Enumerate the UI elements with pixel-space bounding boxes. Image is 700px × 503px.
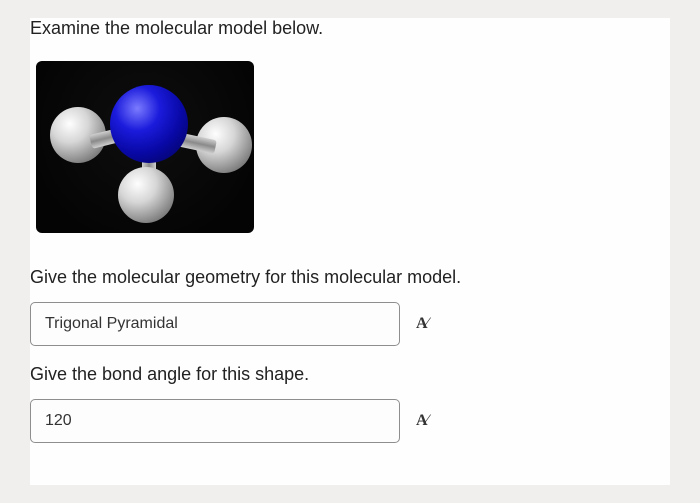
answer-row-2: 120 A∕ bbox=[30, 399, 670, 443]
geometry-answer-input[interactable]: Trigonal Pyramidal bbox=[30, 302, 400, 346]
bond-angle-answer-input[interactable]: 120 bbox=[30, 399, 400, 443]
question-panel: Examine the molecular model below. Give … bbox=[30, 18, 670, 485]
question-1-text: Give the molecular geometry for this mol… bbox=[30, 267, 670, 288]
outer-atom bbox=[118, 167, 174, 223]
question-2-text: Give the bond angle for this shape. bbox=[30, 364, 670, 385]
central-atom bbox=[110, 85, 188, 163]
answer-row-1: Trigonal Pyramidal A∕ bbox=[30, 302, 670, 346]
geometry-answer-value: Trigonal Pyramidal bbox=[45, 315, 178, 333]
format-icon[interactable]: A∕ bbox=[416, 315, 426, 333]
molecular-model bbox=[36, 57, 266, 247]
prompt-text: Examine the molecular model below. bbox=[30, 18, 670, 39]
format-icon[interactable]: A∕ bbox=[416, 412, 426, 430]
bond-angle-answer-value: 120 bbox=[45, 412, 72, 430]
